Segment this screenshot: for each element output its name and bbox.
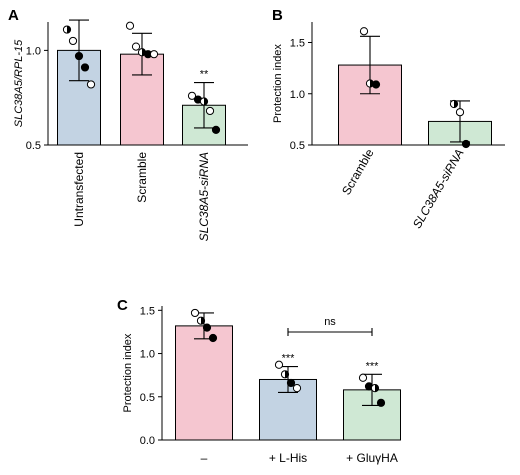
y-axis-label: SLC38A5/RPL-15 [13,39,25,127]
data-point [187,91,197,100]
data-point [358,373,368,382]
data-point [202,323,212,332]
panel-b-chart: 0.5 1.0 1.5 Protection index Scramble SLC38A5… [272,22,505,231]
data-point [149,50,159,59]
x-category-label: – [201,451,208,465]
bar [175,325,233,441]
panel-c-chart: 0.0 0.5 1.0 1.5 Protection index – *** + L-His *… [122,305,401,465]
x-category-label: Untransfected [72,152,86,227]
x-category-label: SLC38A5-siRNA [410,147,467,231]
data-point [461,139,471,149]
data-point [62,25,72,34]
data-point [455,108,465,117]
data-point [125,21,135,30]
data-point [205,106,215,116]
y-tick-label: 0.5 [140,392,155,404]
y-tick-label: 1.5 [140,305,155,317]
y-axis-label: Protection index [272,44,284,123]
x-category-label: SLC38A5-siRNA [197,152,211,241]
significance-label: *** [366,360,380,372]
data-point [370,384,380,393]
data-point [196,316,206,325]
data-point [68,36,78,46]
panel-letter-b: B [272,7,283,24]
x-category-label: Scramble [339,146,377,197]
data-point [86,80,96,89]
y-tick-label: 1.0 [26,45,41,57]
data-point [280,370,290,379]
data-point [190,308,200,318]
bracket-label: ns [324,316,336,328]
y-tick-label: 0.0 [140,435,155,447]
data-point [292,384,302,393]
y-tick-label: 1.0 [140,349,155,361]
panel-letter-a: A [8,7,19,24]
significance-label: *** [282,353,296,365]
data-point [80,63,90,72]
data-point [359,27,369,36]
data-point [199,97,209,106]
data-point [74,51,84,61]
data-point [274,360,284,369]
y-tick-label: 0.5 [290,140,305,152]
data-point [131,42,141,51]
data-point [371,80,381,89]
data-point [286,378,296,388]
data-point [211,125,221,134]
y-axis-label: Protection index [122,333,134,412]
data-point [449,99,459,109]
significance-label: ** [200,69,209,81]
y-tick-label: 1.0 [290,89,305,101]
x-category-label: + GluγHA [346,451,398,465]
y-tick-label: 0.5 [26,140,41,152]
y-tick-label: 1.5 [290,38,305,50]
data-point [208,333,218,343]
panel-letter-c: C [117,297,128,314]
x-category-label: Scramble [135,152,149,203]
x-category-label: + L-His [269,451,307,465]
data-point [376,398,386,407]
